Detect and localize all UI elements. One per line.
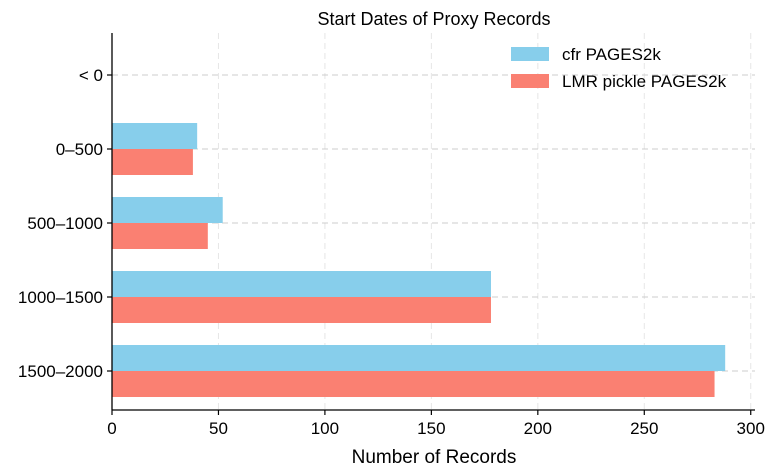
x-tick-label-2: 100 (311, 419, 339, 438)
y-category-label-0: < 0 (79, 66, 103, 85)
bar-cfr-1 (112, 123, 198, 149)
x-tick-label-4: 200 (524, 419, 552, 438)
x-tick-label-5: 250 (630, 419, 658, 438)
legend-swatch-1 (511, 74, 549, 88)
x-axis-label: Number of Records (352, 447, 517, 468)
y-category-label-2: 500–1000 (27, 214, 103, 233)
x-tick-label-0: 0 (107, 419, 116, 438)
legend-swatch-0 (511, 47, 549, 61)
bar-cfr-3 (112, 271, 491, 297)
legend: cfr PAGES2k LMR pickle PAGES2k (511, 45, 727, 91)
bar-lmr-1 (112, 149, 193, 175)
bar-cfr-4 (112, 345, 726, 371)
x-tick-label-6: 300 (737, 419, 765, 438)
legend-label-0: cfr PAGES2k (562, 45, 661, 64)
bar-lmr-2 (112, 223, 208, 249)
bars (112, 123, 726, 397)
legend-label-1: LMR pickle PAGES2k (562, 72, 727, 91)
y-category-label-3: 1000–1500 (18, 288, 103, 307)
chart-title: Start Dates of Proxy Records (317, 9, 550, 29)
axes (111, 33, 755, 411)
x-axis-ticks: 0 50 100 150 200 250 300 (107, 410, 765, 438)
x-tick-label-3: 150 (417, 419, 445, 438)
y-category-label-4: 1500–2000 (18, 362, 103, 381)
y-axis-categories: < 0 0–500 500–1000 1000–1500 1500–2000 (18, 66, 112, 381)
bar-lmr-3 (112, 297, 491, 323)
y-category-label-1: 0–500 (56, 140, 103, 159)
bar-cfr-2 (112, 197, 223, 223)
x-tick-label-1: 50 (209, 419, 228, 438)
bar-lmr-4 (112, 371, 715, 397)
